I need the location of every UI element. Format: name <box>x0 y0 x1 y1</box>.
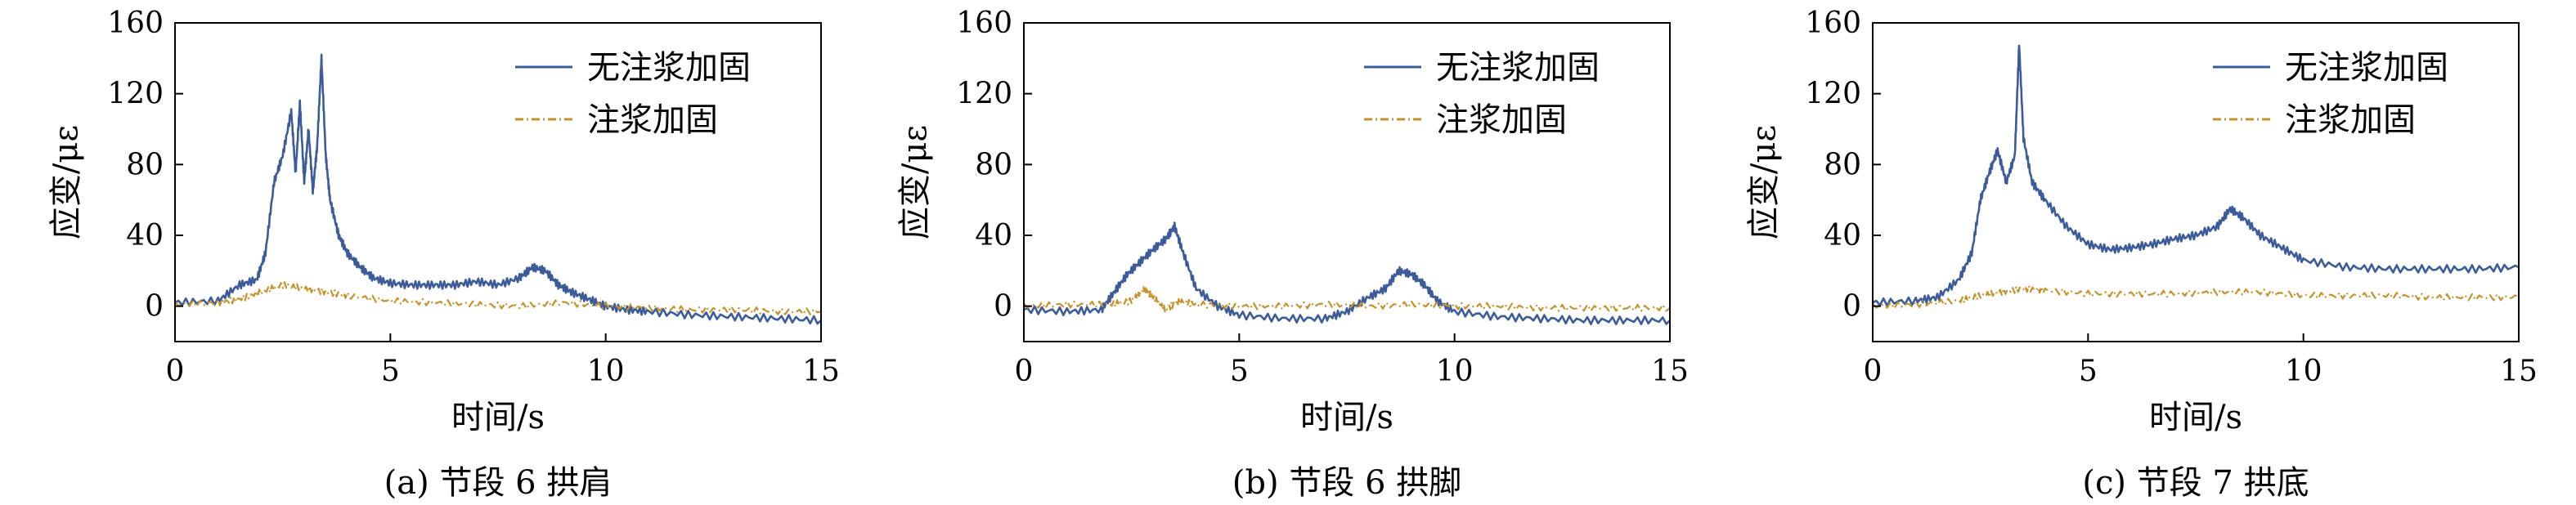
plot-frame <box>1023 22 1671 342</box>
x-tick-label: 15 <box>1651 355 1689 388</box>
y-tick-label: 40 <box>1824 219 1861 252</box>
series-line-no-grouting <box>1023 221 1671 326</box>
legend-label: 注浆加固 <box>2285 101 2416 139</box>
x-tick-label: 10 <box>1436 355 1474 388</box>
y-tick-label: 80 <box>1824 148 1861 181</box>
series-line-grouting <box>1023 285 1671 313</box>
series-line-grouting <box>1872 284 2520 310</box>
y-tick-label: 120 <box>1805 78 1861 111</box>
y-tick-label: 0 <box>145 290 164 324</box>
x-tick-label: 10 <box>2285 355 2322 388</box>
x-tick-label: 0 <box>166 355 185 388</box>
x-tick-label: 5 <box>2079 355 2098 388</box>
x-tick-label: 15 <box>802 355 840 388</box>
figure-caption: (c) 节段 7 拱底 <box>2082 464 2309 502</box>
x-tick-label: 0 <box>1864 355 1883 388</box>
figure-caption: (b) 节段 6 拱脚 <box>1232 464 1461 502</box>
x-axis-label: 时间/s <box>1300 399 1393 436</box>
series-line-no-grouting <box>1872 44 2520 307</box>
x-tick-label: 0 <box>1015 355 1034 388</box>
x-axis-label: 时间/s <box>451 399 545 436</box>
plot-frame <box>174 22 822 342</box>
y-tick-label: 40 <box>126 219 164 252</box>
legend-label: 无注浆加固 <box>1436 49 1600 87</box>
series-line-no-grouting <box>174 53 822 325</box>
y-tick-label: 120 <box>107 78 164 111</box>
legend-label: 注浆加固 <box>587 101 718 139</box>
x-axis-label: 时间/s <box>2149 399 2242 436</box>
x-tick-label: 10 <box>587 355 625 388</box>
y-tick-label: 0 <box>994 290 1012 324</box>
y-tick-label: 160 <box>107 7 164 40</box>
y-axis-label: 应变/με <box>1745 125 1783 239</box>
y-tick-label: 0 <box>1842 290 1861 324</box>
y-tick-label: 80 <box>126 148 164 181</box>
series-line-grouting <box>174 281 822 315</box>
x-tick-label: 15 <box>2500 355 2538 388</box>
plot-frame <box>1872 22 2520 342</box>
legend-label: 注浆加固 <box>1436 101 1567 139</box>
y-tick-label: 80 <box>975 148 1012 181</box>
y-tick-label: 120 <box>956 78 1012 111</box>
y-tick-label: 160 <box>1805 7 1861 40</box>
y-tick-label: 160 <box>956 7 1012 40</box>
x-tick-label: 5 <box>1230 355 1249 388</box>
y-axis-label: 应变/με <box>896 125 934 239</box>
legend-label: 无注浆加固 <box>2285 49 2448 87</box>
y-axis-label: 应变/με <box>47 125 85 239</box>
figure-caption: (a) 节段 6 拱肩 <box>384 464 613 502</box>
x-tick-label: 5 <box>381 355 400 388</box>
legend-label: 无注浆加固 <box>587 49 751 87</box>
y-tick-label: 40 <box>975 219 1012 252</box>
